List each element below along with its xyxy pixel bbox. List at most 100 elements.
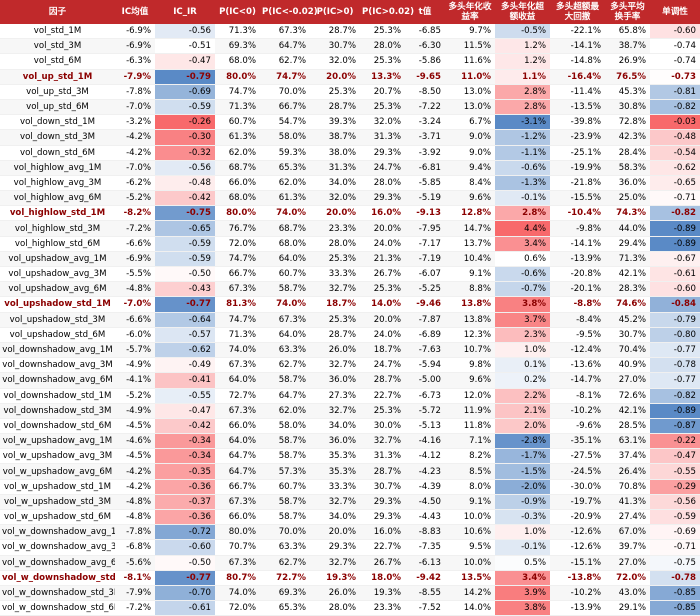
- value-cell: 0.1%: [495, 357, 550, 374]
- value-cell: 29.4%: [605, 236, 650, 252]
- table-row: vol_highlow_std_6M -6.6% -0.59 72.0% 68.0% 28…: [0, 236, 700, 252]
- factor-name: vol_w_upshadow_avg_6M: [0, 463, 115, 480]
- value-cell: 61.3%: [260, 190, 310, 207]
- value-cell: -0.36: [155, 479, 215, 495]
- value-cell: -5.86: [405, 53, 445, 70]
- value-cell: -5.6%: [115, 555, 155, 571]
- value-cell: 74.7%: [215, 84, 260, 100]
- value-cell: -4.12: [405, 448, 445, 465]
- value-cell: 72.0%: [605, 570, 650, 586]
- value-cell: -4.9%: [115, 403, 155, 419]
- value-cell: 14.0%: [445, 600, 495, 616]
- value-cell: 30.8%: [605, 99, 650, 116]
- value-cell: 66.0%: [215, 175, 260, 192]
- value-cell: -6.89: [405, 327, 445, 343]
- value-cell: -0.65: [155, 220, 215, 237]
- value-cell: 80.7%: [215, 570, 260, 586]
- value-cell: -8.55: [405, 585, 445, 602]
- value-cell: 42.1%: [605, 266, 650, 283]
- value-cell: -0.60: [155, 539, 215, 556]
- value-cell: 32.7%: [310, 357, 360, 374]
- value-cell: 28.3%: [605, 281, 650, 298]
- value-cell: 28.7%: [310, 327, 360, 343]
- value-cell: -4.9%: [115, 357, 155, 374]
- value-cell: -9.46: [405, 296, 445, 313]
- value-cell: -9.65: [405, 69, 445, 85]
- value-cell: -1.3%: [495, 175, 550, 192]
- value-cell: 37.4%: [605, 448, 650, 465]
- value-cell: -0.34: [155, 433, 215, 450]
- value-cell: -27.5%: [550, 448, 605, 465]
- value-cell: 29.3%: [360, 145, 405, 161]
- value-cell: 68.0%: [215, 53, 260, 70]
- value-cell: 8.5%: [445, 463, 495, 480]
- value-cell: 8.0%: [445, 479, 495, 495]
- table-row: vol_std_1M -6.9% -0.56 71.3% 67.3% 28.7% 25.3%…: [0, 24, 700, 40]
- value-cell: 58.3%: [605, 160, 650, 176]
- table-row: vol_upshadow_avg_3M -5.5% -0.50 66.7% 60.7% 3…: [0, 266, 700, 283]
- value-cell: 72.0%: [215, 600, 260, 616]
- value-cell: 22.7%: [360, 539, 405, 556]
- table-row: vol_w_downshadow_avg_1M -7.8% -0.72 80.0% 70…: [0, 524, 700, 541]
- value-cell: -0.59: [155, 99, 215, 116]
- value-cell: 74.0%: [215, 342, 260, 359]
- value-cell: 25.3%: [310, 312, 360, 328]
- value-cell: 27.0%: [605, 555, 650, 571]
- value-cell: -7.8%: [115, 84, 155, 100]
- value-cell: -0.75: [155, 205, 215, 222]
- value-cell: -6.13: [405, 555, 445, 571]
- value-cell: 28.7%: [310, 24, 360, 40]
- value-cell: 68.7%: [215, 160, 260, 176]
- value-cell: 36.0%: [310, 433, 360, 450]
- table-row: vol_upshadow_avg_1M -6.9% -0.59 74.7% 64.0% 2…: [0, 251, 700, 268]
- value-cell: 39.7%: [605, 539, 650, 556]
- value-cell: -15.1%: [550, 555, 605, 571]
- value-cell: 66.7%: [260, 99, 310, 116]
- value-cell: 39.3%: [310, 114, 360, 131]
- value-cell: 20.0%: [310, 69, 360, 85]
- value-cell: 67.3%: [215, 403, 260, 419]
- value-cell: -0.61: [650, 266, 700, 283]
- value-cell: -0.56: [155, 160, 215, 176]
- value-cell: -0.77: [155, 570, 215, 586]
- value-cell: 65.3%: [260, 160, 310, 176]
- value-cell: 69.3%: [215, 38, 260, 55]
- value-cell: -0.50: [155, 555, 215, 571]
- value-cell: 13.7%: [445, 236, 495, 252]
- value-cell: -0.56: [155, 24, 215, 40]
- value-cell: -5.5%: [115, 266, 155, 283]
- value-cell: 67.3%: [215, 555, 260, 571]
- value-cell: 9.6%: [445, 190, 495, 207]
- value-cell: -0.89: [650, 220, 700, 237]
- value-cell: 1.2%: [495, 53, 550, 70]
- table-body: vol_std_1M -6.9% -0.56 71.3% 67.3% 28.7% 25.3%…: [0, 24, 700, 616]
- factor-name: vol_downshadow_std_3M: [0, 403, 115, 419]
- value-cell: 64.7%: [260, 388, 310, 404]
- value-cell: 70.7%: [215, 539, 260, 556]
- value-cell: 72.7%: [215, 388, 260, 404]
- table-row: vol_w_downshadow_std_6M -7.2% -0.61 72.0% 65…: [0, 600, 700, 616]
- factor-name: vol_up_std_3M: [0, 84, 115, 100]
- value-cell: -0.62: [650, 160, 700, 176]
- value-cell: 60.7%: [260, 266, 310, 283]
- value-cell: 62.0%: [260, 403, 310, 419]
- value-cell: -0.69: [155, 84, 215, 100]
- value-cell: -14.8%: [550, 53, 605, 70]
- value-cell: 64.0%: [215, 372, 260, 389]
- header-cell: P(IC<-0.02): [260, 0, 318, 24]
- value-cell: 21.3%: [360, 251, 405, 268]
- value-cell: -0.79: [155, 69, 215, 85]
- value-cell: -6.6%: [115, 236, 155, 252]
- value-cell: -0.35: [155, 463, 215, 480]
- value-cell: -1.7%: [495, 448, 550, 465]
- value-cell: -0.80: [650, 327, 700, 343]
- value-cell: 16.0%: [360, 205, 405, 222]
- value-cell: -5.94: [405, 357, 445, 374]
- value-cell: 10.6%: [445, 524, 495, 541]
- value-cell: 58.7%: [260, 509, 310, 526]
- value-cell: 38.7%: [310, 129, 360, 146]
- value-cell: 63.1%: [605, 433, 650, 450]
- value-cell: -0.73: [650, 69, 700, 85]
- value-cell: -3.1%: [495, 114, 550, 131]
- value-cell: 63.3%: [260, 539, 310, 556]
